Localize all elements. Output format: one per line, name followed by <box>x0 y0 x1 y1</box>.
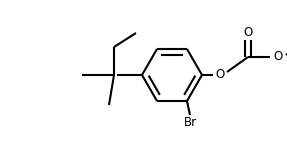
Text: O: O <box>274 51 283 63</box>
Text: O: O <box>215 68 225 81</box>
Text: O: O <box>243 27 253 39</box>
Text: Br: Br <box>183 117 197 129</box>
